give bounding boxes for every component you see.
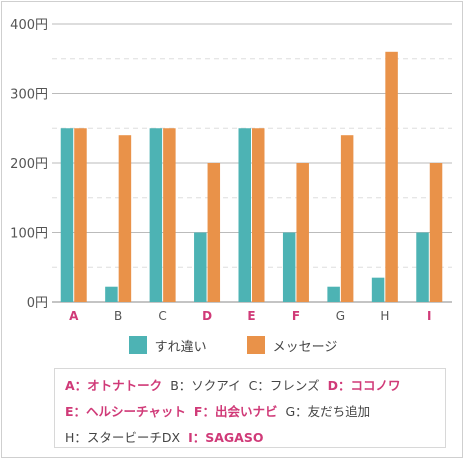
bar-B-series-2	[118, 135, 132, 302]
legend-entry-series-2: メッセージ	[246, 336, 338, 355]
y-tick-label: 400円	[10, 18, 48, 33]
bar-F-series-2	[296, 163, 309, 302]
bar-G-series-1	[327, 286, 340, 302]
legend-label-series-1: すれ違い	[154, 339, 207, 355]
legend-label-series-2: メッセージ	[272, 339, 338, 355]
key-item: A：オトナトーク	[65, 378, 163, 393]
legend-entry-series-1: すれ違い	[128, 336, 207, 355]
bar-B-series-1	[105, 286, 118, 302]
bar-G-series-2	[340, 135, 354, 302]
bar-chart: 0円 100円 200円 300円 400円 A B C D E F G H I	[10, 18, 452, 323]
y-tick-label: 100円	[10, 227, 48, 242]
legend-swatch-series-2	[246, 336, 265, 354]
bar-D-series-1	[194, 232, 207, 302]
key-item: B：ソクアイ	[170, 378, 241, 393]
bar-I-series-2	[429, 163, 443, 302]
y-tick-label: 300円	[10, 88, 48, 103]
bar-F-series-1	[282, 232, 296, 302]
bar-H-series-2	[385, 51, 398, 302]
key-item: C：フレンズ	[248, 378, 320, 393]
x-tick-label-C: C	[158, 309, 166, 323]
y-tick-label: 0円	[27, 296, 48, 311]
x-tick-label-E: E	[247, 309, 255, 323]
key-item: F：出会いナビ	[193, 404, 278, 419]
bar-I-series-1	[416, 232, 429, 302]
bar-C-series-2	[163, 128, 176, 302]
key-item: I：SAGASO	[188, 430, 264, 445]
legend-swatch-series-1	[128, 336, 147, 354]
key-item: H：スタービーチDX	[65, 430, 181, 445]
key-item: E：ヘルシーチャット	[65, 404, 186, 419]
x-tick-label-D: D	[202, 309, 212, 323]
bar-H-series-1	[371, 277, 385, 302]
bar-D-series-2	[207, 163, 221, 302]
x-tick-label-A: A	[69, 309, 79, 323]
chart-legend: すれ違い メッセージ	[0, 334, 466, 356]
key-item: G：友だち追加	[285, 404, 371, 419]
category-key-box: A：オトナトーク B：ソクアイ C：フレンズ D：ココノワ E：ヘルシーチャット F：出会…	[54, 368, 446, 448]
x-tick-label-I: I	[427, 309, 431, 323]
bar-C-series-1	[149, 128, 163, 302]
key-line: E：ヘルシーチャット F：出会いナビ G：友だち追加	[65, 399, 435, 425]
bar-E-series-1	[238, 128, 251, 302]
bar-A-series-1	[60, 128, 74, 302]
y-tick-label: 200円	[10, 157, 48, 172]
x-tick-label-H: H	[380, 309, 389, 323]
key-line: A：オトナトーク B：ソクアイ C：フレンズ D：ココノワ	[65, 373, 435, 399]
x-tick-label-G: G	[336, 309, 345, 323]
x-tick-label-F: F	[292, 309, 300, 323]
key-item: D：ココノワ	[327, 378, 401, 393]
bar-A-series-2	[74, 128, 87, 302]
x-tick-label-B: B	[114, 309, 122, 323]
bar-E-series-2	[252, 128, 265, 302]
key-line: H：スタービーチDX I：SAGASO	[65, 425, 435, 451]
